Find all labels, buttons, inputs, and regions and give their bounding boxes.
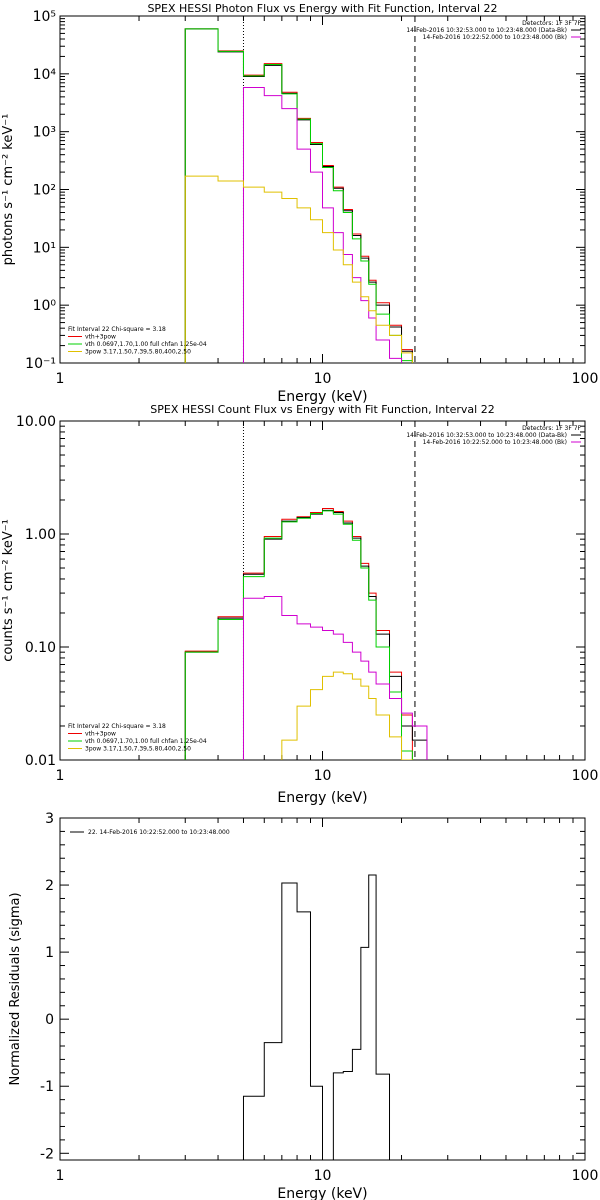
y-tick-label: 10⁵ [33, 9, 56, 25]
detector-header-line: Detectors: 1F 3F 7F [522, 425, 581, 432]
series-3pow-line [184, 175, 413, 363]
y-tick-label: 10⁻¹ [25, 356, 56, 372]
chart-panel-3 [59, 817, 586, 1161]
series-vth-3pow-line [184, 28, 413, 363]
y-tick-label: -1 [40, 1079, 54, 1095]
series-black-line [242, 874, 391, 1160]
detector-header-line: Detectors: 1F 3F 7F [522, 20, 581, 27]
series-3pow-line [281, 671, 413, 760]
x-tick-label: 10 [314, 371, 332, 387]
legend-entry: vth+3pow [85, 731, 116, 738]
legend-entry: vth 0.0697,1.70,1.00 full chfan 1.25e-04 [85, 738, 207, 745]
y-tick-label: 1.00 [25, 527, 56, 543]
y-tick-label: -2 [40, 1146, 54, 1162]
y-tick-label: 10.00 [16, 414, 56, 430]
legend-entry: Fit Interval 22 Chi-square = 3.18 [68, 326, 166, 333]
series-vth-3pow-line [184, 508, 413, 760]
y-tick-label: 10³ [33, 125, 56, 141]
legend-entry: vth+3pow [85, 334, 116, 341]
y-axis-label: photons s⁻¹ cm⁻² keV⁻¹ [1, 114, 16, 266]
legend-entry: 22. 14-Feb-2016 10:22:52.000 to 10:23:48… [88, 829, 230, 836]
x-tick-label: 10 [314, 1168, 332, 1184]
x-axis-label: Energy (keV) [277, 1186, 367, 1200]
chart-title: SPEX HESSI Photon Flux vs Energy with Fi… [147, 2, 497, 15]
y-tick-label: 10⁴ [33, 67, 57, 83]
y-tick-label: 10² [33, 183, 56, 199]
series-black-line [184, 28, 413, 363]
y-tick-label: 0.01 [25, 753, 56, 769]
x-axis-label: Energy (keV) [277, 790, 367, 806]
x-tick-label: 10 [314, 768, 332, 784]
series-magenta-line [242, 87, 403, 363]
series-vth-line [184, 28, 413, 363]
y-tick-label: 10⁰ [33, 298, 57, 314]
legend-entry: vth 0.0697,1.70,1.00 full chfan 1.25e-04 [85, 341, 207, 348]
plot-frame [59, 420, 586, 761]
legend-entry: Fit Interval 22 Chi-square = 3.18 [68, 723, 166, 730]
x-tick-label: 1 [56, 371, 65, 387]
detector-header-line: 14-Feb-2016 10:22:52.000 to 10:23:48.000… [423, 34, 567, 41]
x-tick-label: 100 [572, 768, 599, 784]
chart-panel-1 [59, 15, 586, 364]
y-tick-label: 1 [45, 945, 54, 961]
legend-entry: 3pow 3.17,1.50,7.39,5.80,400,2.50 [85, 349, 191, 356]
y-tick-label: 2 [45, 878, 54, 894]
detector-header-line: 14-Feb-2016 10:32:53.000 to 10:23:48.000… [406, 27, 567, 34]
y-axis-label: counts s⁻¹ cm⁻² keV⁻¹ [1, 519, 16, 662]
y-tick-label: 10¹ [33, 240, 56, 256]
x-tick-label: 100 [572, 1168, 599, 1184]
chart-title: SPEX HESSI Count Flux vs Energy with Fit… [150, 403, 494, 416]
x-tick-label: 100 [572, 371, 599, 387]
series-magenta-line [242, 595, 428, 760]
detector-header-line: 14-Feb-2016 10:22:52.000 to 10:23:48.000… [423, 439, 567, 446]
y-tick-label: 0.10 [25, 640, 56, 656]
x-tick-label: 1 [56, 768, 65, 784]
x-tick-label: 1 [56, 1168, 65, 1184]
series-black-line [184, 509, 428, 760]
legend-entry: 3pow 3.17,1.50,7.39,5.80,400,2.50 [85, 746, 191, 753]
chart-panel-2 [59, 420, 586, 761]
y-axis-label: Normalized Residuals (sigma) [8, 892, 23, 1085]
y-tick-label: 3 [45, 811, 54, 827]
detector-header-line: 14-Feb-2016 10:32:53.000 to 10:23:48.000… [406, 432, 567, 439]
y-tick-label: 0 [45, 1012, 54, 1028]
series-vth-line [184, 510, 413, 760]
x-axis-label: Energy (keV) [277, 389, 367, 405]
